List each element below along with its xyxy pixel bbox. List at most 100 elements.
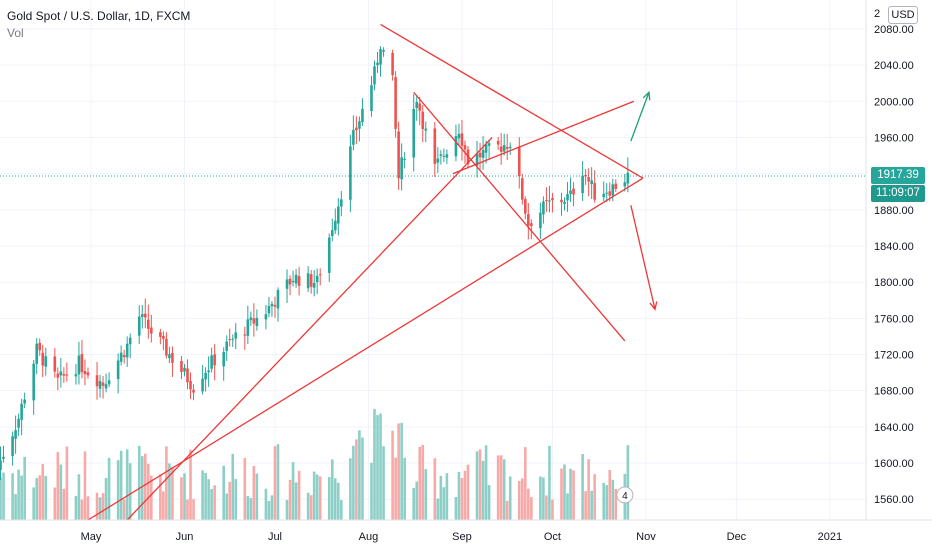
candle-body[interactable] [312,283,316,288]
trendline[interactable] [380,23,644,179]
candle-body[interactable] [361,108,364,123]
candle-body[interactable] [581,175,584,194]
candle-body[interactable] [125,343,129,358]
candle-body[interactable] [189,380,192,390]
candle-body[interactable] [107,380,111,385]
candle-body[interactable] [439,154,443,156]
candle-body[interactable] [168,354,171,359]
event-badge-circle[interactable] [616,486,634,504]
trendline[interactable] [413,91,626,342]
candle-body[interactable] [291,280,295,283]
candle-body[interactable] [481,150,485,158]
candle-body[interactable] [98,381,102,389]
candle-body[interactable] [421,111,425,129]
candle-body[interactable] [11,436,14,456]
candle-body[interactable] [104,384,108,389]
candle-body[interactable] [502,145,506,152]
candle-body[interactable] [327,237,331,273]
candle-body[interactable] [352,129,355,145]
candle-body[interactable] [560,199,563,203]
candle-body[interactable] [234,332,238,339]
candle-body[interactable] [171,352,174,363]
candle-body[interactable] [62,374,66,376]
candle-body[interactable] [355,127,358,131]
candle-body[interactable] [225,341,229,351]
candle-body[interactable] [318,274,322,276]
candle-body[interactable] [496,140,500,145]
candle-body[interactable] [273,304,277,307]
candle-body[interactable] [436,158,440,163]
candle-body[interactable] [433,128,437,164]
candle-body[interactable] [524,199,527,214]
candle-body[interactable] [231,338,235,340]
candle-body[interactable] [370,85,373,112]
trendline[interactable] [126,137,493,521]
candle-body[interactable] [358,121,361,129]
candle-body[interactable] [17,418,20,428]
candle-body[interactable] [119,352,123,362]
candle-body[interactable] [442,155,446,157]
candle-body[interactable] [162,336,165,339]
candle-body[interactable] [602,193,606,198]
candle-body[interactable] [86,372,90,376]
candle-body[interactable] [394,77,397,129]
candle-body[interactable] [143,313,147,318]
candle-body[interactable] [505,147,509,149]
candle-body[interactable] [412,108,416,158]
candle-body[interactable] [38,342,42,351]
candle-body[interactable] [101,382,105,386]
candle-body[interactable] [213,354,216,366]
candle-body[interactable] [267,305,271,314]
candle-body[interactable] [255,318,259,327]
candle-body[interactable] [569,190,572,194]
candle-body[interactable] [165,338,168,356]
candle-body[interactable] [53,356,57,372]
candle-body[interactable] [20,403,23,420]
candle-body[interactable] [41,352,45,366]
candle-body[interactable] [563,201,566,205]
candle-body[interactable] [340,199,343,207]
arrow-line[interactable] [630,92,650,142]
candle-body[interactable] [276,290,280,309]
candle-body[interactable] [548,200,551,202]
candle-body[interactable] [35,343,39,364]
candle-body[interactable] [270,303,274,307]
candle-body[interactable] [478,152,482,158]
candle-body[interactable] [487,143,491,146]
candle-body[interactable] [626,172,630,184]
candle-body[interactable] [294,274,298,284]
candle-body[interactable] [539,212,542,229]
candle-body[interactable] [460,133,464,146]
candle-body[interactable] [400,157,403,180]
candle-body[interactable] [137,316,141,336]
candle-body[interactable] [297,276,301,286]
candle-body[interactable] [285,279,289,289]
candle-body[interactable] [44,356,48,367]
candle-body[interactable] [80,353,84,373]
trendline[interactable] [452,100,635,175]
candle-body[interactable] [349,146,352,200]
candle-body[interactable] [204,372,207,380]
candle-body[interactable] [517,146,521,177]
candle-body[interactable] [551,198,554,201]
candle-body[interactable] [508,146,512,149]
trendline[interactable] [87,177,644,521]
candle-body[interactable] [475,153,479,166]
candle-body[interactable] [373,66,376,85]
candle-body[interactable] [192,389,195,393]
candle-body[interactable] [140,314,144,317]
candle-body[interactable] [333,220,337,231]
candle-body[interactable] [590,180,593,185]
candle-body[interactable] [397,131,400,179]
candle-body[interactable] [454,136,458,157]
candle-body[interactable] [415,102,419,109]
candle-body[interactable] [330,230,334,237]
candle-body[interactable] [252,318,256,324]
candle-body[interactable] [309,274,313,287]
candle-body[interactable] [116,360,120,380]
candle-body[interactable] [337,206,340,224]
candle-body[interactable] [587,176,590,182]
candle-body[interactable] [545,200,548,202]
candle-body[interactable] [403,158,406,160]
